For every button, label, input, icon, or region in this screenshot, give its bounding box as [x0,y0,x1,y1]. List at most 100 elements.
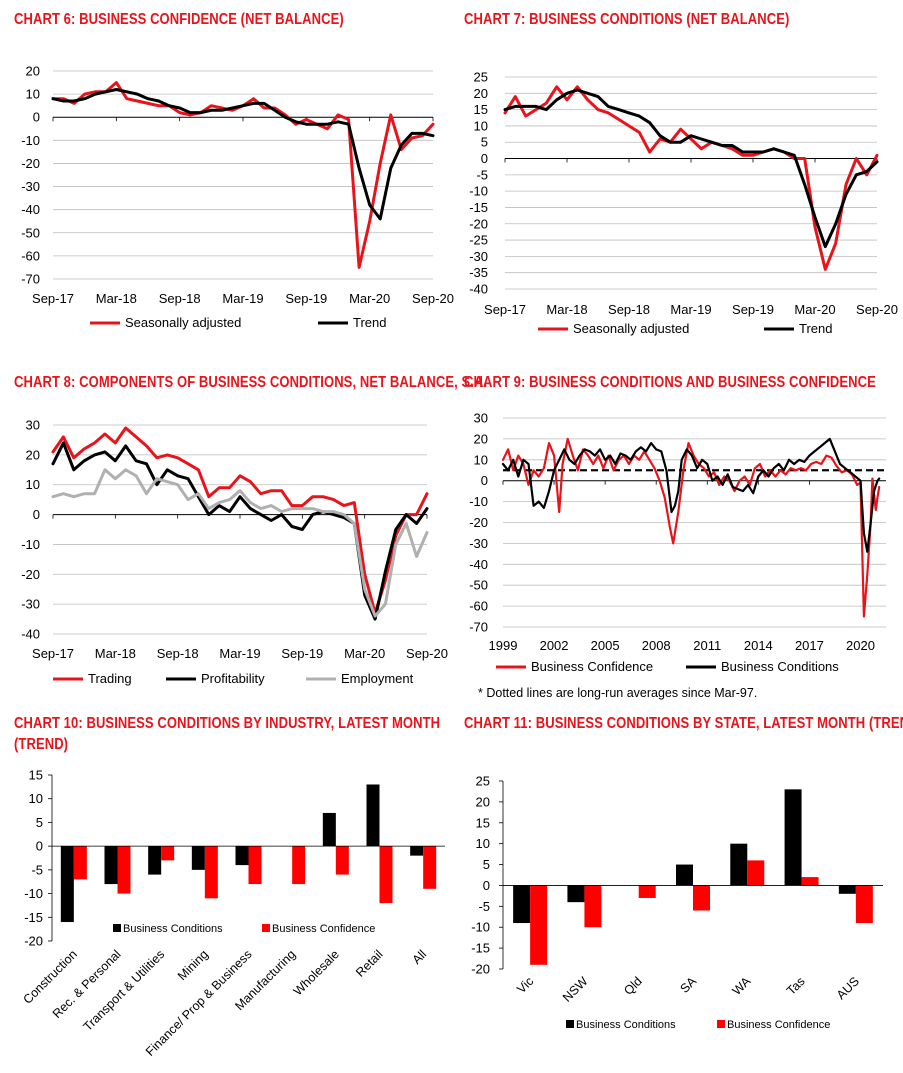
c10-category-label: Finance/ Prop & Business [143,947,255,1059]
c7-legend-label: Trend [799,321,832,336]
c9-ytick-label: -60 [469,599,488,614]
c10-bar-business-confidence [292,846,306,885]
c10-category-label: Rec. & Personal [50,947,124,1021]
c7-xtick-label: Sep-18 [608,302,650,317]
c7-xtick-label: Mar-20 [794,302,835,317]
c10-category-label: Transport & Utilities [81,947,168,1034]
c11-ytick-label: 10 [476,836,490,851]
c10-ytick-label: 15 [29,768,43,783]
c9-ytick-label: 30 [474,411,488,426]
c11-bar-business-confidence [693,885,710,911]
c11-legend-swatch [566,1020,574,1028]
c8-legend-label: Employment [341,671,414,686]
c6-xtick-label: Sep-19 [285,291,327,306]
c11-ytick-label: -15 [471,941,490,956]
c7-ytick-label: 25 [474,70,488,85]
c7-ytick-label: 15 [474,102,488,117]
c7-xtick-label: Mar-18 [546,302,587,317]
c9-ytick-label: 20 [474,431,488,446]
c10-category-label: Retail [353,947,386,980]
c8-series-profitability [51,441,429,621]
c10-category-label: All [410,947,430,967]
c8-ytick-label: 20 [26,447,40,462]
c10-bar-business-conditions [410,846,424,856]
c11-bar-business-confidence [638,885,656,898]
c7-ytick-label: -20 [469,216,488,231]
c6-xtick-label: Mar-18 [96,291,137,306]
c9-xtick-label: 1999 [489,638,518,653]
c6-series-trend [51,88,435,221]
c7-xtick-label: Sep-17 [484,302,526,317]
c10-category-label: Mining [175,947,211,983]
c9-legend-label: Business Confidence [531,659,653,674]
c9-ytick-label: 10 [474,452,488,467]
c10-bar-business-conditions [60,846,74,923]
c7-series-trend [503,88,879,249]
c9-xtick-label: 2017 [795,638,824,653]
c6-legend-label: Trend [353,315,386,330]
c6-ytick-label: -10 [21,133,40,148]
c11-legend-label: Business Conditions [576,1019,676,1031]
c8-ytick-label: -10 [21,537,40,552]
c8-ytick-label: -20 [21,567,40,582]
c6-ytick-label: 10 [26,87,40,102]
c10-category-label: Manufacturing [232,947,298,1013]
c9-ytick-label: -40 [469,557,488,572]
c9-ytick-label: -50 [469,578,488,593]
c11-ytick-label: -5 [478,899,490,914]
c7-ytick-label: -35 [469,265,488,280]
c9-xtick-label: 2002 [540,638,569,653]
c10-ytick-label: -5 [31,862,43,877]
c9-xtick-label: 2020 [846,638,875,653]
c10-ytick-label: 5 [36,815,43,830]
c8-xtick-label: Sep-20 [406,646,448,661]
c6-ytick-label: 0 [33,110,40,125]
c10-bar-business-confidence [248,846,262,885]
c8-xtick-label: Mar-20 [344,646,385,661]
c8-xtick-label: Sep-18 [157,646,199,661]
chart9-footnote: * Dotted lines are long-run averages sin… [478,686,758,700]
c10-category-label: Construction [20,947,80,1007]
c7-ytick-label: 10 [474,118,488,133]
c8-xtick-label: Sep-17 [32,646,74,661]
c6-xtick-label: Mar-19 [222,291,263,306]
c7-ytick-label: -10 [469,184,488,199]
c8-ytick-label: 0 [33,507,40,522]
c8-series-trading [51,426,429,615]
c9-ytick-label: -30 [469,536,488,551]
c11-category-label: WA [730,974,754,998]
chart11-title: CHART 11: BUSINESS CONDITIONS BY STATE, … [464,715,903,732]
c9-xtick-label: 2014 [744,638,773,653]
c7-ytick-label: 0 [481,151,488,166]
c10-bar-business-conditions [322,812,336,847]
c9-xtick-label: 2011 [693,638,721,653]
c11-ytick-label: 15 [476,815,490,830]
chart8-title: CHART 8: COMPONENTS OF BUSINESS CONDITIO… [14,374,488,391]
chart9-title: CHART 9: BUSINESS CONDITIONS AND BUSINES… [464,374,876,391]
c6-legend-label: Seasonally adjusted [125,315,241,330]
c11-category-label: Qld [621,974,645,998]
c9-ytick-label: -20 [469,515,488,530]
c7-ytick-label: 20 [474,86,488,101]
c6-xtick-label: Mar-20 [349,291,390,306]
c10-legend-label: Business Confidence [272,923,375,935]
c10-legend-swatch [113,924,121,932]
c10-bar-business-confidence [204,846,218,899]
c11-ytick-label: 25 [476,774,490,789]
chart7-title: CHART 7: BUSINESS CONDITIONS (NET BALANC… [464,11,790,28]
c11-bar-business-conditions [676,864,693,886]
c9-xtick-label: 2008 [642,638,671,653]
c11-bar-business-confidence [855,885,873,924]
c10-bar-business-conditions [366,784,380,847]
c7-ytick-label: -15 [469,200,488,215]
c11-bar-business-conditions [730,843,748,886]
c9-series-business-confidence [501,437,881,618]
c11-ytick-label: -20 [471,962,490,977]
c10-ytick-label: 10 [29,791,43,806]
c9-ytick-label: 0 [481,473,488,488]
c10-bar-business-confidence [423,846,437,889]
c7-xtick-label: Sep-19 [732,302,774,317]
c6-group: 20 10 0 -10 -20 -30 -40 -50 -60 -70 Sep-17 Mar-18 Se… [21,64,454,331]
